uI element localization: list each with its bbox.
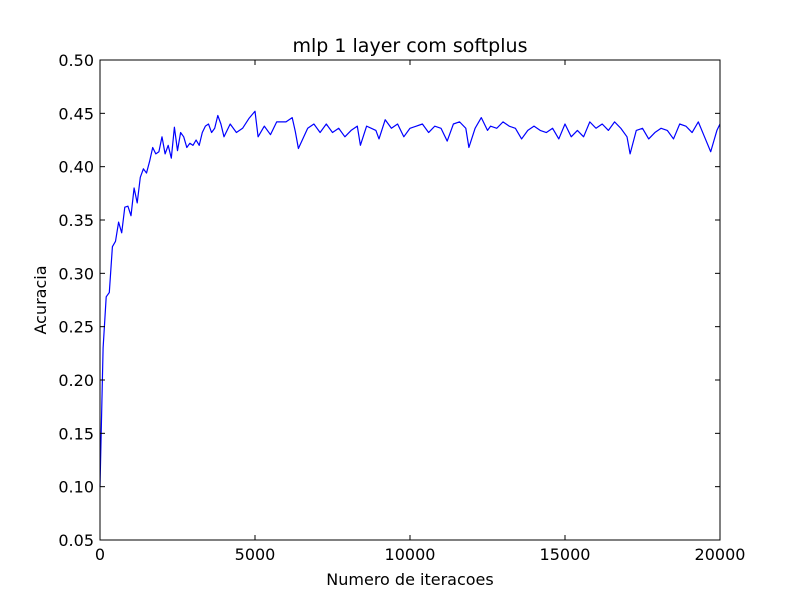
y-axis-label: Acuracia: [31, 265, 50, 334]
y-tick-label: 0.05: [58, 531, 94, 550]
x-tick-label: 15000: [540, 545, 591, 564]
y-tick-label: 0.45: [58, 104, 94, 123]
x-tick-label: 10000: [385, 545, 436, 564]
y-tick-label: 0.40: [58, 158, 94, 177]
y-tick-label: 0.35: [58, 211, 94, 230]
x-tick-label: 0: [95, 545, 105, 564]
y-tick-label: 0.15: [58, 424, 94, 443]
y-tick-label: 0.50: [58, 51, 94, 70]
y-tick-label: 0.25: [58, 318, 94, 337]
chart-title: mlp 1 layer com softplus: [293, 35, 528, 57]
x-axis-label: Numero de iteracoes: [326, 570, 493, 589]
plot-area: 0 5000 10000 15000 20000 0.05 0.10 0.15 0.20 0.25…: [58, 51, 745, 564]
series-line-0: [99, 110, 721, 487]
x-tick-label: 5000: [235, 545, 276, 564]
y-tick-label: 0.10: [58, 478, 94, 497]
y-tick-label: 0.30: [58, 264, 94, 283]
y-tick-label: 0.20: [58, 371, 94, 390]
x-tick-label: 20000: [695, 545, 746, 564]
